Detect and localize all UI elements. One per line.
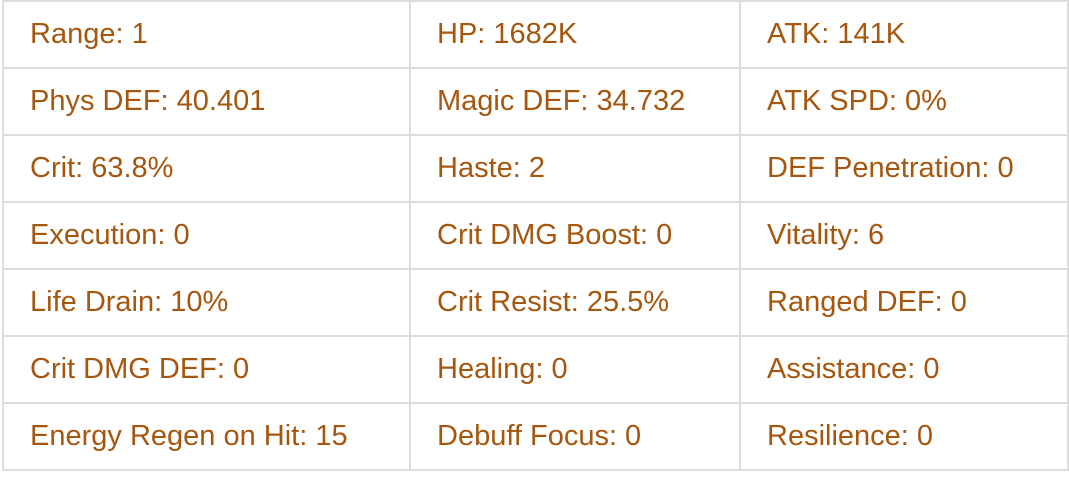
stat-cell: Range: 1 bbox=[2, 0, 411, 69]
stat-cell: DEF Penetration: 0 bbox=[739, 134, 1069, 203]
stat-cell: Phys DEF: 40.401 bbox=[2, 67, 411, 136]
stats-row: Execution: 0 Crit DMG Boost: 0 Vitality: 6 bbox=[2, 201, 1069, 270]
stat-cell: Crit DMG DEF: 0 bbox=[2, 335, 411, 404]
stat-cell: Ranged DEF: 0 bbox=[739, 268, 1069, 337]
stats-table: Range: 1 HP: 1682K ATK: 141K Phys DEF: 40.4… bbox=[2, 0, 1069, 471]
stats-row: Crit DMG DEF: 0 Healing: 0 Assistance: 0 bbox=[2, 335, 1069, 404]
stats-row: Energy Regen on Hit: 15 Debuff Focus: 0 Re… bbox=[2, 402, 1069, 471]
stat-cell: Crit DMG Boost: 0 bbox=[409, 201, 741, 270]
stat-cell: Haste: 2 bbox=[409, 134, 741, 203]
stat-cell: Assistance: 0 bbox=[739, 335, 1069, 404]
stat-cell: Debuff Focus: 0 bbox=[409, 402, 741, 471]
stat-cell: HP: 1682K bbox=[409, 0, 741, 69]
stat-cell: Life Drain: 10% bbox=[2, 268, 411, 337]
stats-row: Life Drain: 10% Crit Resist: 25.5% Ranged … bbox=[2, 268, 1069, 337]
stat-cell: Energy Regen on Hit: 15 bbox=[2, 402, 411, 471]
stat-cell: Healing: 0 bbox=[409, 335, 741, 404]
stat-cell: Vitality: 6 bbox=[739, 201, 1069, 270]
stat-cell: ATK: 141K bbox=[739, 0, 1069, 69]
stat-cell: Resilience: 0 bbox=[739, 402, 1069, 471]
stat-cell: Execution: 0 bbox=[2, 201, 411, 270]
stat-cell: Magic DEF: 34.732 bbox=[409, 67, 741, 136]
stats-row: Crit: 63.8% Haste: 2 DEF Penetration: 0 bbox=[2, 134, 1069, 203]
stat-cell: ATK SPD: 0% bbox=[739, 67, 1069, 136]
stats-row: Range: 1 HP: 1682K ATK: 141K bbox=[2, 0, 1069, 69]
stat-cell: Crit Resist: 25.5% bbox=[409, 268, 741, 337]
stat-cell: Crit: 63.8% bbox=[2, 134, 411, 203]
stats-row: Phys DEF: 40.401 Magic DEF: 34.732 ATK SPD… bbox=[2, 67, 1069, 136]
